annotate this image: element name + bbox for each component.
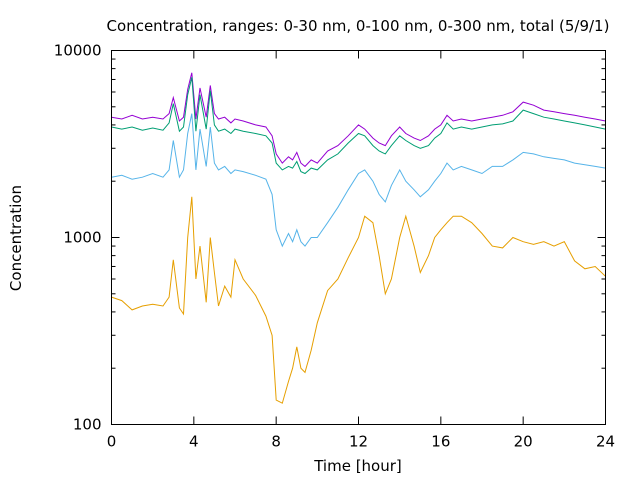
chart-title: Concentration, ranges: 0-30 nm, 0-100 nm… bbox=[107, 17, 610, 35]
x-tick-label: 12 bbox=[349, 433, 368, 451]
y-tick-label: 1000 bbox=[63, 229, 101, 247]
y-axis-label: Concentration bbox=[7, 185, 25, 291]
x-tick-label: 0 bbox=[107, 433, 117, 451]
x-tick-label: 20 bbox=[514, 433, 533, 451]
x-tick-label: 4 bbox=[189, 433, 199, 451]
x-tick-label: 24 bbox=[596, 433, 615, 451]
series-line-3 bbox=[111, 113, 606, 248]
y-tick-label: 10000 bbox=[54, 42, 102, 60]
plot-series bbox=[111, 72, 606, 404]
plot-frame bbox=[111, 50, 606, 425]
series-line-1 bbox=[111, 72, 606, 168]
x-tick-label: 8 bbox=[271, 433, 281, 451]
y-tick-labels: 100 1000 10000 bbox=[54, 42, 102, 434]
series-line-4 bbox=[111, 196, 606, 404]
x-tick-label: 16 bbox=[431, 433, 450, 451]
series-line-2 bbox=[111, 77, 606, 175]
x-axis-label: Time [hour] bbox=[313, 457, 402, 475]
x-tick-labels: 0 4 8 12 16 20 24 bbox=[107, 433, 615, 451]
y-tick-label: 100 bbox=[73, 416, 102, 434]
